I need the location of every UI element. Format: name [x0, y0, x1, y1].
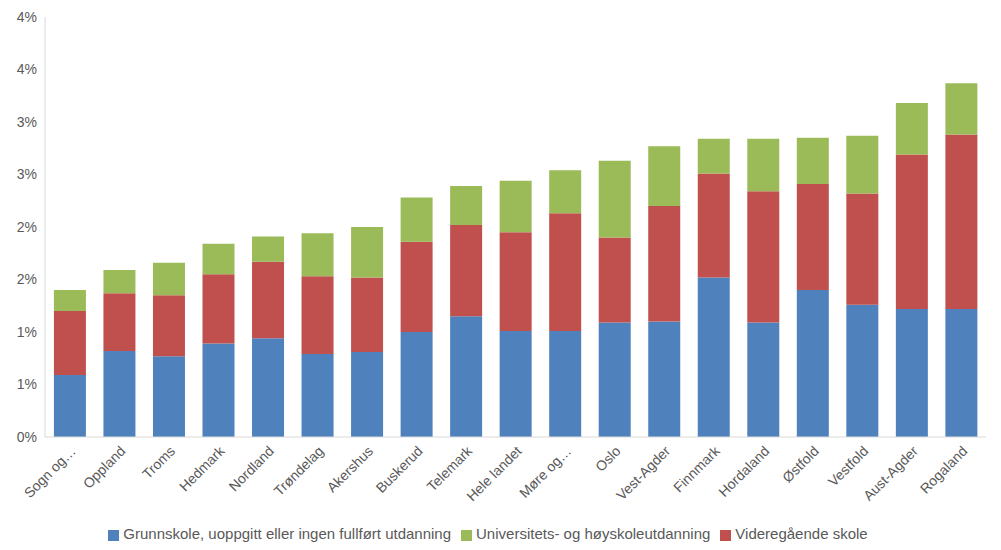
svg-text:Akershus: Akershus	[323, 443, 376, 496]
html-text:Videregående skole: Videregående skole	[735, 525, 868, 542]
svg-text:Oppland: Oppland	[80, 443, 129, 492]
svg-text:Vest-Agder: Vest-Agder	[613, 443, 674, 504]
svg-text:Trøndelag: Trøndelag	[270, 443, 326, 499]
svg-text:2%: 2%	[17, 271, 37, 287]
svg-text:Aust-Agder: Aust-Agder	[860, 443, 921, 504]
svg-text:4%: 4%	[17, 9, 37, 25]
svg-text:Troms: Troms	[139, 443, 178, 482]
html-text:Grunnskole, uoppgitt eller ing: Grunnskole, uoppgitt eller ingen fullfør…	[123, 525, 451, 542]
svg-text:Buskerud: Buskerud	[372, 443, 425, 496]
svg-text:Hordaland: Hordaland	[715, 443, 772, 500]
svg-text:Finnmark: Finnmark	[670, 442, 723, 496]
svg-text:1%: 1%	[17, 324, 37, 340]
svg-text:Møre og…: Møre og…	[516, 443, 574, 501]
svg-text:Nordland: Nordland	[226, 443, 277, 494]
svg-text:3%: 3%	[17, 114, 37, 130]
svg-text:Rogaland: Rogaland	[917, 443, 971, 497]
html-text:Universitets- og høyskoleutdan: Universitets- og høyskoleutdanning	[476, 525, 711, 542]
svg-text:Vestfold: Vestfold	[825, 443, 872, 490]
svg-text:0%: 0%	[17, 429, 37, 445]
svg-text:Sogn og…: Sogn og…	[21, 443, 79, 501]
svg-text:Oslo: Oslo	[592, 443, 624, 475]
svg-text:Østfold: Østfold	[779, 443, 822, 486]
svg-text:3%: 3%	[17, 166, 37, 182]
svg-text:Hedmark: Hedmark	[176, 442, 228, 494]
svg-text:4%: 4%	[17, 61, 37, 77]
svg-text:1%: 1%	[17, 376, 37, 392]
svg-text:Telemark: Telemark	[424, 442, 476, 494]
svg-text:2%: 2%	[17, 219, 37, 235]
svg-text:Hele landet: Hele landet	[463, 443, 524, 504]
